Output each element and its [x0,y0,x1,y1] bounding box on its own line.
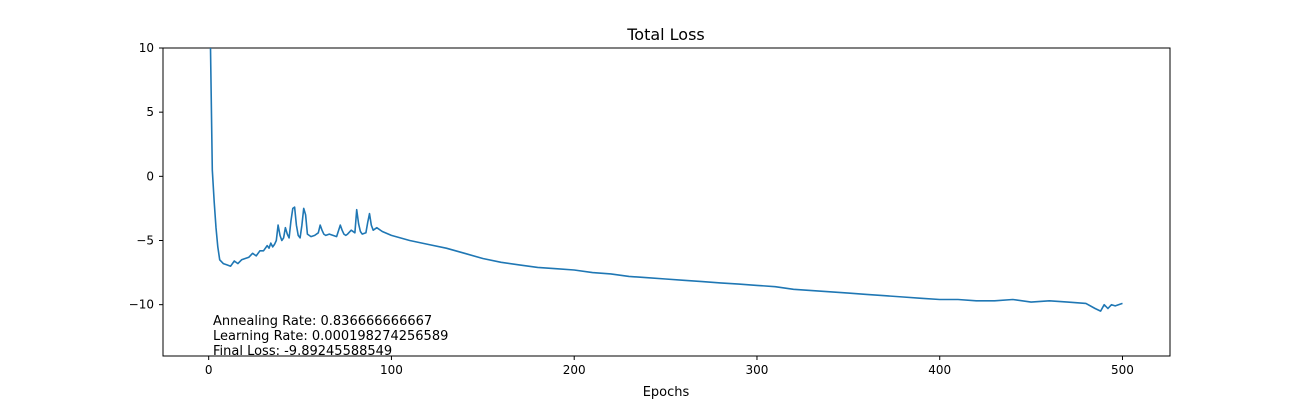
x-tick-label: 100 [380,363,403,377]
y-tick-label: 5 [146,105,154,119]
plot-frame [162,47,1171,357]
annealing-rate-annotation: Annealing Rate: 0.836666666667 [213,314,432,329]
x-axis: 0 100 200 300 400 500 [205,356,1134,377]
final-loss-annotation: Final Loss: -9.89245588549 [213,344,392,359]
plot-border [162,47,1171,357]
y-tick-label: 0 [146,169,154,183]
x-axis-label: Epochs [643,385,690,400]
x-tick-label: 200 [563,363,586,377]
y-tick-label: 10 [139,41,154,55]
x-tick-label: 400 [928,363,951,377]
y-axis: 10 5 0 −5 −10 [129,41,163,312]
x-tick-label: 0 [205,363,213,377]
y-tick-label: −10 [129,298,154,312]
annotation-block: Annealing Rate: 0.836666666667 Learning … [213,314,448,359]
y-tick-label: −5 [136,234,154,248]
chart-title: Total Loss [626,25,705,44]
series-layer [209,48,1123,312]
learning-rate-annotation: Learning Rate: 0.000198274256589 [213,329,448,344]
x-tick-label: 500 [1111,363,1134,377]
x-tick-label: 300 [746,363,769,377]
series-line-0 [209,48,1123,312]
